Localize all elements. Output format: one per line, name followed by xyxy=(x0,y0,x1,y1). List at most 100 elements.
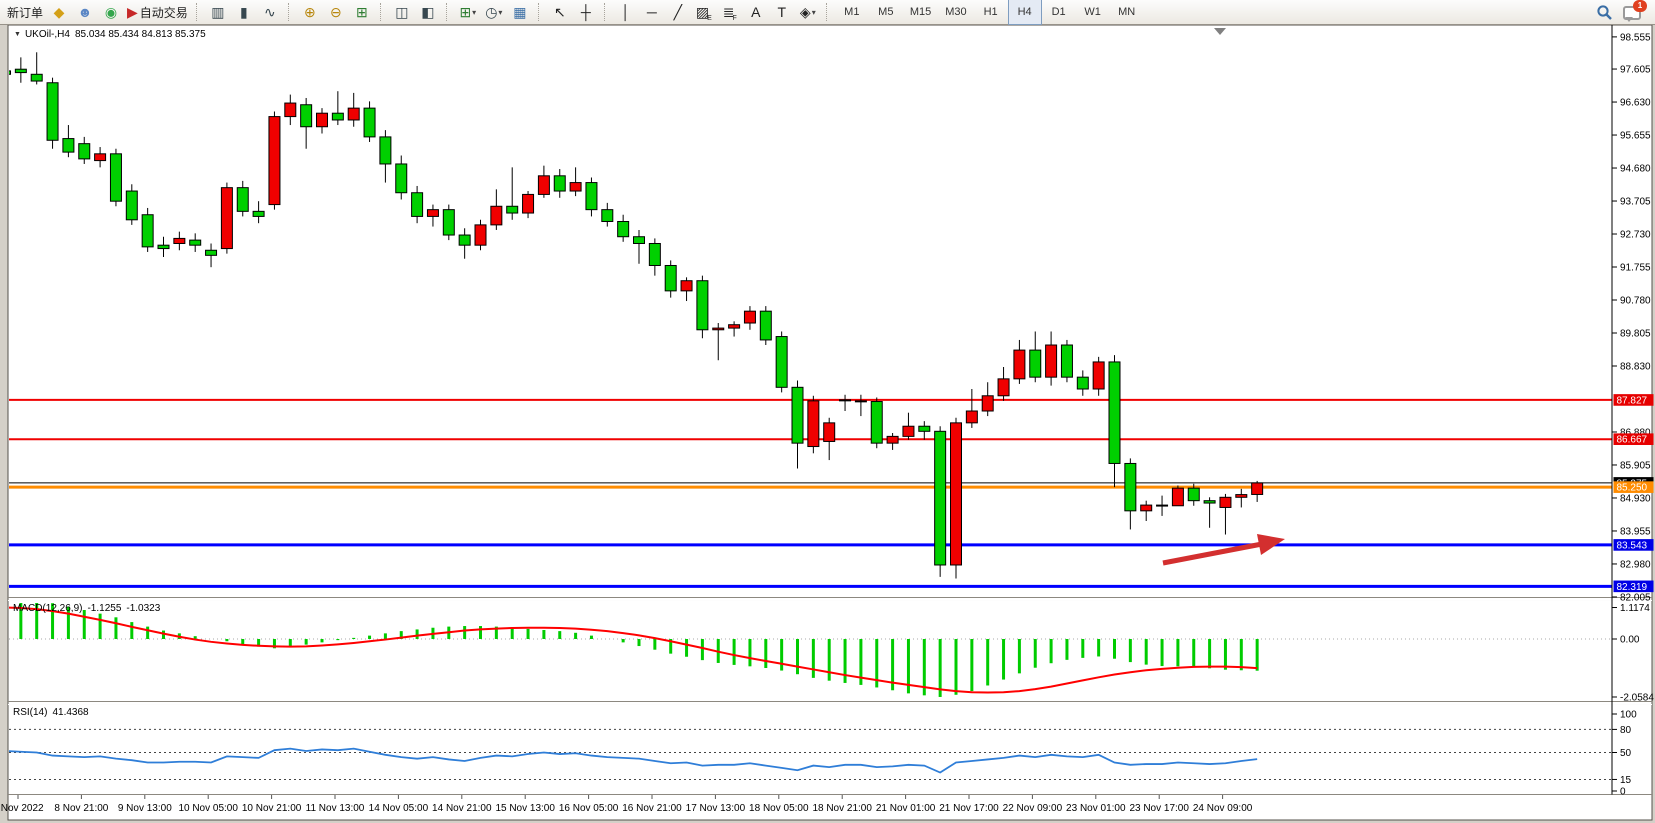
bearish-candle xyxy=(1060,344,1073,378)
bearish-candle xyxy=(141,214,154,248)
time-tick-label: 23 Nov 17:00 xyxy=(1129,803,1189,814)
bearish-candle xyxy=(189,239,202,246)
new-order-button[interactable]: 新订单 xyxy=(2,2,46,22)
timeframe-button-m5[interactable]: M5 xyxy=(869,0,903,25)
zoom-out-icon[interactable]: ⊖ xyxy=(323,2,349,22)
bearish-candle xyxy=(696,280,709,331)
bullish-candle xyxy=(316,112,328,128)
rsi-panel[interactable] xyxy=(5,728,1612,780)
profiles-dropdown: ◷ xyxy=(485,3,498,20)
text-label-icon[interactable]: T xyxy=(769,2,795,22)
fibonacci-icon[interactable]: ≣ F xyxy=(717,2,743,23)
profiles-dropdown[interactable]: ◷ ▾ xyxy=(481,2,507,22)
time-tick-label: 16 Nov 21:00 xyxy=(622,803,682,814)
cascade-windows-icon: ◧ xyxy=(421,3,435,20)
bullish-candle xyxy=(1013,349,1026,380)
price-tick-label: 84.930 xyxy=(1620,493,1651,504)
crosshair-icon[interactable]: ┼ xyxy=(573,2,599,22)
price-label-box-text: 83.543 xyxy=(1617,540,1648,551)
new-order-button-label: 新订单 xyxy=(7,5,44,20)
timeframe-button-m15[interactable]: M15 xyxy=(903,0,938,25)
one-click-trading-toggle[interactable]: ▼ xyxy=(14,31,21,38)
macd-panel[interactable] xyxy=(5,603,1612,697)
trendline-icon[interactable]: ╱ xyxy=(665,2,691,22)
toolbar-separator xyxy=(445,3,452,21)
bearish-candle xyxy=(9,70,11,75)
time-tick-label: 8 Nov 21:00 xyxy=(54,803,108,814)
bearish-candle xyxy=(664,264,677,292)
price-label-box xyxy=(1613,394,1654,406)
chart-shift-marker[interactable] xyxy=(1214,28,1226,35)
rsi-tick-label: 0 xyxy=(1620,787,1626,798)
candlestick-chart-icon[interactable]: ▮ xyxy=(231,2,257,22)
notification-badge: 1 xyxy=(1633,0,1647,12)
candlestick-series xyxy=(9,52,1264,579)
arrange-windows-icon[interactable]: ◫ xyxy=(389,2,415,22)
line-chart-icon[interactable]: ∿ xyxy=(257,2,283,22)
price-label-box xyxy=(1613,481,1654,493)
text-icon[interactable]: A xyxy=(743,2,769,22)
search-icon[interactable] xyxy=(1596,4,1613,21)
price-axis[interactable]: 98.555 97.605 96.630 95.655 94.680 93.705 92.7… xyxy=(1612,32,1654,603)
bullish-candle xyxy=(522,193,535,214)
bullish-candle xyxy=(965,410,978,424)
time-tick-label: 18 Nov 21:00 xyxy=(812,803,872,814)
price-tick-label: 88.830 xyxy=(1620,361,1651,372)
rsi-tick-label: 15 xyxy=(1620,775,1632,786)
cursor-icon[interactable]: ↖ xyxy=(547,2,573,22)
autotrading-button[interactable]: ▶ 自动交易 xyxy=(124,2,191,22)
price-label-box xyxy=(1613,580,1654,593)
bearish-candle xyxy=(1203,500,1216,504)
bearish-candle xyxy=(331,112,344,121)
bearish-candle xyxy=(1108,361,1121,464)
crosshair-icon: ┼ xyxy=(580,4,591,20)
tile-windows-icon[interactable]: ⊞ xyxy=(349,2,375,22)
timeframe-button-m30[interactable]: M30 xyxy=(938,0,973,25)
main-price-panel[interactable] xyxy=(0,28,1612,588)
time-axis[interactable]: 8 Nov 2022 8 Nov 21:00 9 Nov 13:00 10 Nov 0… xyxy=(0,795,1253,814)
timeframe-button-h4[interactable]: H4 xyxy=(1007,0,1042,25)
price-tick-label: 92.730 xyxy=(1620,230,1651,241)
horizontal-line-icon[interactable]: ─ xyxy=(639,2,665,22)
order-tag-icon[interactable]: ◆ xyxy=(46,2,72,22)
bearish-candle xyxy=(759,310,772,341)
zoom-in-icon[interactable]: ⊕ xyxy=(297,2,323,22)
timeframe-button-d1[interactable]: D1 xyxy=(1042,0,1076,25)
bearish-candle xyxy=(395,163,408,194)
cascade-windows-icon[interactable]: ◧ xyxy=(415,2,441,22)
macd-name: MACD(12,26,9) xyxy=(13,603,83,614)
price-tick-label: 97.605 xyxy=(1620,65,1651,76)
bearish-candle xyxy=(775,336,788,388)
vertical-line-icon[interactable]: │ xyxy=(613,2,639,22)
time-tick-label: 14 Nov 21:00 xyxy=(432,803,492,814)
equidistant-channel-icon[interactable]: ▨ E xyxy=(691,2,717,23)
new-chart-dropdown[interactable]: ⊞ ▾ xyxy=(455,2,481,22)
toolbar-separator xyxy=(537,3,544,21)
arrow-head xyxy=(1257,534,1285,555)
arrows-dropdown[interactable]: ◈ ▾ xyxy=(795,2,821,22)
time-tick-label: 15 Nov 13:00 xyxy=(495,803,555,814)
price-label-box-text: 82.319 xyxy=(1617,582,1648,593)
bullish-candle xyxy=(1092,361,1105,390)
expert-advisor-icon[interactable]: ☻ xyxy=(72,2,98,22)
indicators-window-icon[interactable]: ▦ xyxy=(507,2,533,22)
timeframe-button-m1-label: M1 xyxy=(844,6,860,18)
price-label-box xyxy=(1613,539,1654,551)
timeframe-button-m15-label: M15 xyxy=(909,6,932,18)
bearish-candle xyxy=(157,244,170,250)
arrow-annotation[interactable] xyxy=(1162,534,1285,566)
trendline-icon: ╱ xyxy=(673,3,683,20)
timeframe-button-mn[interactable]: MN xyxy=(1110,0,1144,25)
chat-icon[interactable]: 1 xyxy=(1623,0,1647,22)
bearish-candle xyxy=(585,182,598,211)
market-signal-icon[interactable]: ◉ xyxy=(98,2,124,22)
bearish-candle xyxy=(1029,349,1042,378)
rsi-value: 41.4368 xyxy=(52,707,89,718)
bullish-candle xyxy=(569,182,582,192)
toolbar-separator xyxy=(825,3,832,21)
timeframe-button-m1[interactable]: M1 xyxy=(835,0,869,25)
timeframe-button-h1[interactable]: H1 xyxy=(974,0,1008,25)
bar-chart-icon[interactable]: ▥ xyxy=(205,2,231,22)
timeframe-button-w1[interactable]: W1 xyxy=(1076,0,1110,25)
